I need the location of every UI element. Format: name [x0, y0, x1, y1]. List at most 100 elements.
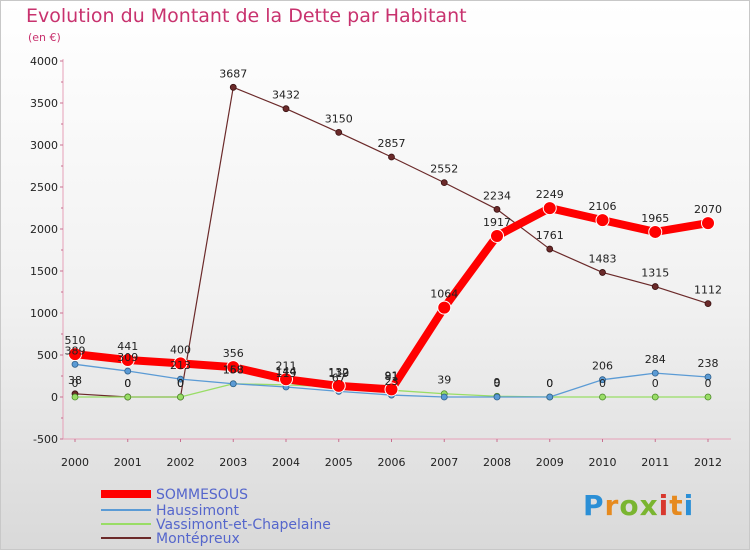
legend-label-haussimont: Haussimont: [156, 503, 240, 519]
data-point-sommesous: [68, 347, 82, 362]
data-point-montepreux: [704, 300, 712, 307]
data-label-montepreux: 0: [177, 377, 184, 390]
data-point-sommesous: [331, 378, 346, 393]
data-point-haussimont: [651, 369, 659, 377]
data-point-montepreux: [651, 283, 659, 290]
x-tick-label: 2001: [114, 456, 142, 469]
x-tick-label: 2010: [589, 456, 617, 469]
data-label-sommesous: 2070: [694, 203, 722, 216]
data-point-sommesous: [490, 228, 504, 243]
data-label-vassimont-et-chapelaine: 39: [437, 374, 451, 387]
data-point-montepreux: [335, 128, 343, 136]
data-label-haussimont: 119: [276, 367, 297, 380]
y-tick-label: 1500: [30, 265, 58, 278]
data-point-vassimont-et-chapelaine: [599, 393, 606, 401]
data-label-montepreux: 38: [68, 374, 82, 387]
data-label-sommesous: 132: [328, 366, 349, 379]
data-label-sommesous: 1064: [430, 288, 458, 301]
data-label-vassimont-et-chapelaine: 0: [599, 377, 606, 390]
data-label-sommesous: 400: [170, 343, 191, 356]
data-label-vassimont-et-chapelaine: 0: [177, 377, 184, 390]
data-label-haussimont: 213: [170, 359, 191, 372]
data-label-vassimont-et-chapelaine: 0: [705, 377, 712, 390]
data-label-montepreux: 1483: [589, 252, 617, 265]
chart-title: Evolution du Montant de la Dette par Hab…: [26, 5, 467, 27]
data-point-montepreux: [599, 269, 606, 276]
data-label-sommesous: 510: [65, 334, 86, 347]
data-point-haussimont: [546, 393, 554, 401]
data-point-haussimont: [229, 380, 237, 388]
data-point-haussimont: [177, 375, 184, 383]
data-point-sommesous: [120, 352, 135, 367]
y-tick-label: 4000: [30, 55, 58, 68]
data-point-haussimont: [440, 393, 448, 401]
data-label-haussimont: 206: [592, 360, 613, 373]
data-point-vassimont-et-chapelaine: [651, 393, 659, 401]
x-tick-label: 2000: [61, 456, 89, 469]
y-tick-label: 500: [37, 349, 58, 362]
data-point-vassimont-et-chapelaine: [124, 393, 132, 401]
data-label-vassimont-et-chapelaine: 81: [385, 370, 399, 383]
data-label-haussimont: 389: [65, 344, 86, 357]
data-label-sommesous: 91: [385, 369, 399, 382]
data-label-montepreux: 3432: [272, 89, 300, 102]
data-label-montepreux: 0: [124, 377, 131, 390]
x-tick-label: 2009: [536, 456, 564, 469]
data-point-haussimont: [704, 373, 712, 381]
data-point-montepreux: [229, 83, 237, 91]
y-tick-label: 3500: [30, 97, 58, 110]
data-label-sommesous: 356: [223, 347, 244, 360]
data-label-montepreux: 2552: [430, 163, 458, 176]
x-tick-label: 2002: [167, 456, 195, 469]
x-tick-label: 2003: [219, 456, 247, 469]
proxiti-logo: Proxiti: [583, 489, 695, 522]
data-label-vassimont-et-chapelaine: 119: [328, 367, 349, 380]
data-point-vassimont-et-chapelaine: [704, 393, 712, 401]
y-tick-label: 1000: [30, 307, 58, 320]
data-point-vassimont-et-chapelaine: [71, 393, 79, 401]
data-point-haussimont: [599, 376, 606, 384]
data-point-sommesous: [279, 372, 293, 387]
x-tick-label: 2005: [325, 456, 353, 469]
data-point-sommesous: [542, 201, 557, 216]
data-label-vassimont-et-chapelaine: 0: [652, 377, 659, 390]
data-label-vassimont-et-chapelaine: 168: [223, 364, 244, 377]
data-point-sommesous: [595, 213, 610, 228]
data-label-haussimont: 23: [385, 375, 399, 388]
data-label-vassimont-et-chapelaine: 0: [72, 377, 79, 390]
x-tick-label: 2006: [378, 456, 406, 469]
data-label-montepreux: 2857: [378, 137, 406, 150]
data-label-sommesous: 441: [117, 340, 138, 353]
legend-label-sommesous: SOMMESOUS: [156, 487, 248, 503]
y-tick-label: 3000: [30, 139, 58, 152]
data-point-sommesous: [384, 382, 399, 397]
data-point-sommesous: [437, 300, 452, 315]
data-label-vassimont-et-chapelaine: 0: [124, 377, 131, 390]
data-label-montepreux: 1761: [536, 229, 564, 242]
x-tick-label: 2004: [272, 456, 300, 469]
data-point-sommesous: [226, 360, 241, 375]
y-tick-label: 0: [51, 391, 58, 404]
data-label-montepreux: 3687: [219, 67, 247, 80]
data-label-haussimont: 284: [645, 353, 666, 366]
data-label-montepreux: 3150: [325, 112, 353, 125]
data-label-vassimont-et-chapelaine: 9: [494, 376, 501, 389]
data-label-montepreux: 1315: [641, 267, 669, 280]
x-tick-label: 2007: [430, 456, 458, 469]
legend-label-vassimont-et-chapelaine: Vassimont-et-Chapelaine: [156, 517, 331, 533]
data-point-montepreux: [388, 153, 395, 161]
data-point-sommesous: [173, 356, 188, 371]
data-label-sommesous: 1917: [483, 216, 511, 229]
data-label-sommesous: 2106: [589, 200, 617, 213]
data-label-haussimont: 0: [546, 377, 553, 390]
data-label-vassimont-et-chapelaine: 144: [276, 365, 297, 378]
data-label-haussimont: 238: [698, 357, 719, 370]
x-tick-label: 2012: [694, 456, 722, 469]
data-point-haussimont: [493, 393, 501, 401]
x-tick-label: 2011: [641, 456, 669, 469]
data-label-haussimont: 67: [332, 371, 346, 384]
y-tick-label: -500: [33, 433, 58, 446]
data-point-sommesous: [701, 216, 715, 231]
y-tick-label: 2500: [30, 181, 58, 194]
